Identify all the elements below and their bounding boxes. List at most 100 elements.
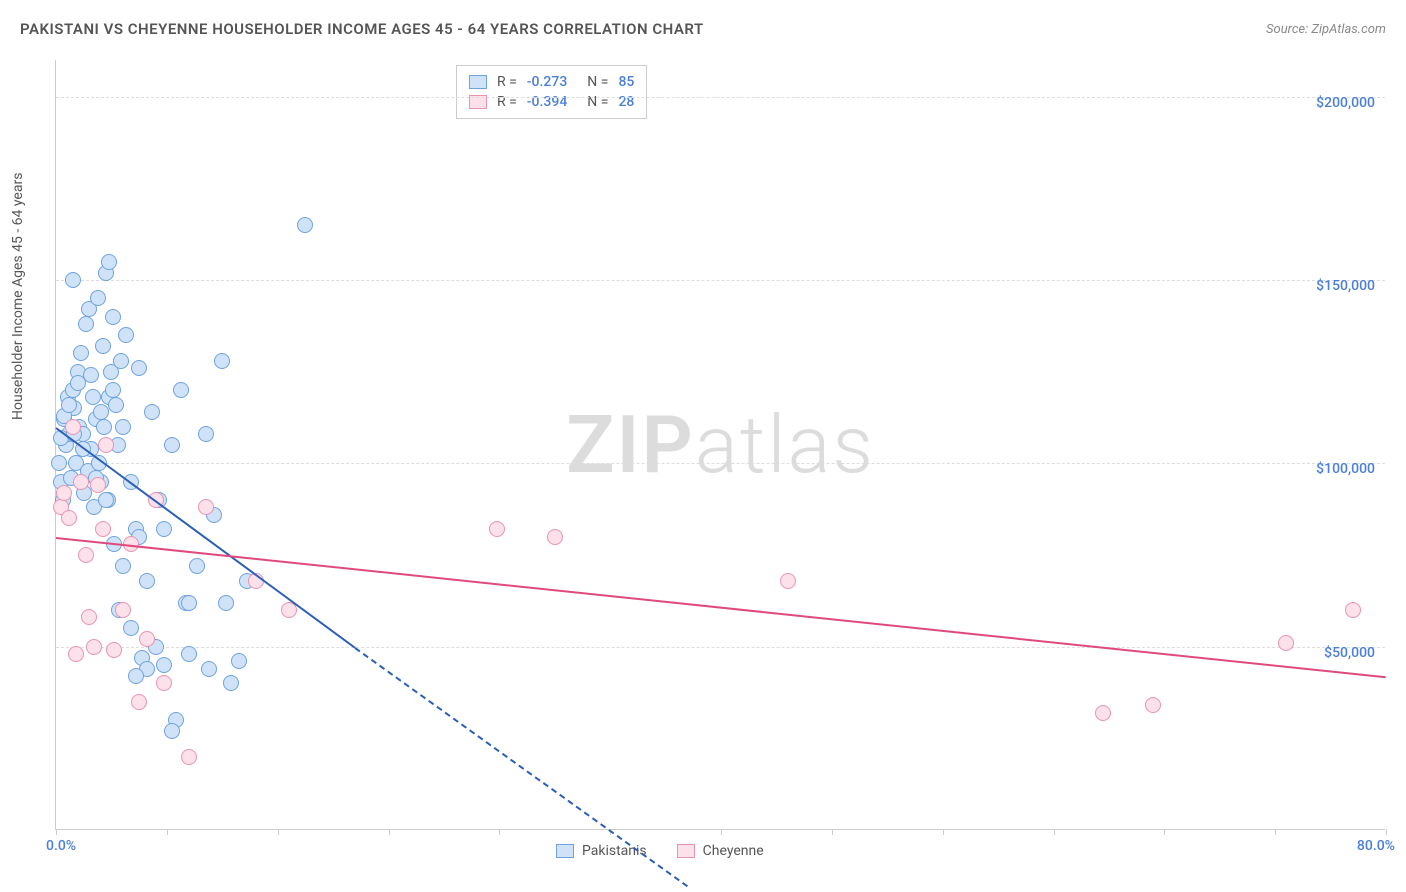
data-point xyxy=(231,653,247,669)
data-point xyxy=(105,382,121,398)
data-point xyxy=(547,529,563,545)
data-point xyxy=(164,723,180,739)
data-point xyxy=(1345,602,1361,618)
swatch-pakistanis-icon xyxy=(556,844,574,858)
data-point xyxy=(181,646,197,662)
source-attribution: Source: ZipAtlas.com xyxy=(1266,22,1386,37)
data-point xyxy=(73,345,89,361)
gridline xyxy=(56,647,1385,648)
data-point xyxy=(93,404,109,420)
data-point xyxy=(101,254,117,270)
trend-line xyxy=(56,537,1386,678)
data-point xyxy=(95,521,111,537)
legend-item-cheyenne: Cheyenne xyxy=(677,843,764,859)
data-point xyxy=(201,661,217,677)
data-point xyxy=(218,595,234,611)
data-point xyxy=(61,397,77,413)
watermark: ZIPatlas xyxy=(566,398,875,492)
data-point xyxy=(181,595,197,611)
x-tick-mark xyxy=(56,829,57,835)
data-point xyxy=(51,455,67,471)
data-point xyxy=(65,272,81,288)
data-point xyxy=(56,485,72,501)
data-point xyxy=(156,657,172,673)
data-point xyxy=(90,290,106,306)
data-point xyxy=(156,521,172,537)
chart-title: PAKISTANI VS CHEYENNE HOUSEHOLDER INCOME… xyxy=(20,20,704,38)
data-point xyxy=(780,573,796,589)
data-point xyxy=(131,360,147,376)
data-point xyxy=(115,558,131,574)
data-point xyxy=(78,547,94,563)
data-point xyxy=(118,327,134,343)
correlation-legend: R = -0.273 N = 85 R = -0.394 N = 28 xyxy=(456,65,647,119)
series-legend: Pakistanis Cheyenne xyxy=(556,843,764,859)
x-tick-mark xyxy=(1275,829,1276,835)
data-point xyxy=(85,389,101,405)
data-point xyxy=(139,631,155,647)
data-point xyxy=(96,419,112,435)
y-tick-label: $50,000 xyxy=(1324,645,1375,661)
data-point xyxy=(164,437,180,453)
data-point xyxy=(78,316,94,332)
data-point xyxy=(489,521,505,537)
data-point xyxy=(98,492,114,508)
data-point xyxy=(198,426,214,442)
data-point xyxy=(113,353,129,369)
data-point xyxy=(144,404,160,420)
data-point xyxy=(83,367,99,383)
data-point xyxy=(105,309,121,325)
gridline xyxy=(56,97,1385,98)
data-point xyxy=(98,437,114,453)
data-point xyxy=(95,338,111,354)
data-point xyxy=(198,499,214,515)
y-tick-label: $150,000 xyxy=(1316,278,1375,294)
data-point xyxy=(1145,697,1161,713)
gridline xyxy=(56,280,1385,281)
chart-header: PAKISTANI VS CHEYENNE HOUSEHOLDER INCOME… xyxy=(20,20,1386,38)
data-point xyxy=(68,646,84,662)
x-tick-mark xyxy=(278,829,279,835)
data-point xyxy=(73,474,89,490)
x-tick-mark xyxy=(832,829,833,835)
data-point xyxy=(123,620,139,636)
data-point xyxy=(189,558,205,574)
x-tick-mark xyxy=(499,829,500,835)
trend-line xyxy=(55,427,355,649)
plot-region: ZIPatlas R = -0.273 N = 85 R = -0.394 N … xyxy=(55,60,1385,830)
swatch-cheyenne-icon xyxy=(677,844,695,858)
y-axis-label: Householder Income Ages 45 - 64 years xyxy=(10,173,26,420)
x-tick-mark xyxy=(1164,829,1165,835)
data-point xyxy=(81,609,97,625)
data-point xyxy=(156,675,172,691)
trend-line xyxy=(355,647,689,887)
data-point xyxy=(128,668,144,684)
gridline xyxy=(56,463,1385,464)
x-axis-min: 0.0% xyxy=(46,838,76,854)
data-point xyxy=(106,642,122,658)
data-point xyxy=(1095,705,1111,721)
data-point xyxy=(1278,635,1294,651)
x-tick-mark xyxy=(167,829,168,835)
legend-row-cheyenne: R = -0.394 N = 28 xyxy=(469,92,634,112)
y-tick-label: $100,000 xyxy=(1316,461,1375,477)
data-point xyxy=(181,749,197,765)
x-axis-max: 80.0% xyxy=(1357,838,1395,854)
data-point xyxy=(297,217,313,233)
x-tick-mark xyxy=(1386,829,1387,835)
data-point xyxy=(173,382,189,398)
data-point xyxy=(214,353,230,369)
swatch-pakistanis xyxy=(469,75,487,89)
chart-area: ZIPatlas R = -0.273 N = 85 R = -0.394 N … xyxy=(55,60,1385,830)
x-tick-mark xyxy=(721,829,722,835)
data-point xyxy=(223,675,239,691)
data-point xyxy=(90,477,106,493)
data-point xyxy=(108,397,124,413)
data-point xyxy=(115,419,131,435)
data-point xyxy=(115,602,131,618)
x-tick-mark xyxy=(1054,829,1055,835)
y-tick-label: $200,000 xyxy=(1316,95,1375,111)
data-point xyxy=(61,510,77,526)
data-point xyxy=(65,419,81,435)
x-tick-mark xyxy=(389,829,390,835)
